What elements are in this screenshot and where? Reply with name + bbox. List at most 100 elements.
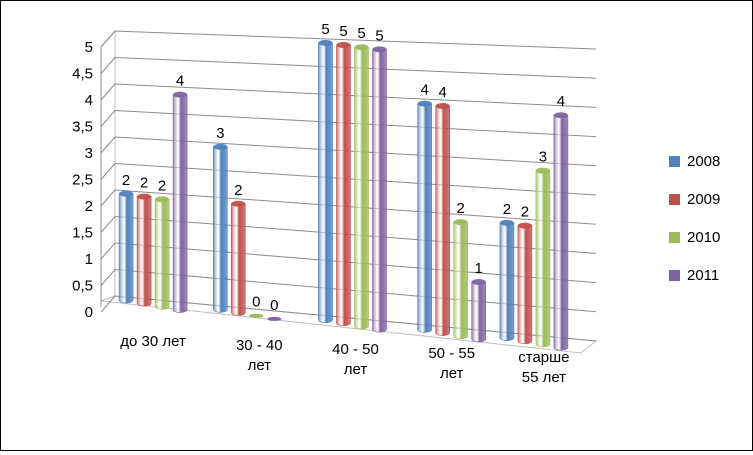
bar [136,196,152,307]
bar [499,222,515,341]
bar-cap [435,102,450,109]
legend-swatch [669,232,680,243]
legend-label: 2010 [687,229,720,246]
gridline-side [100,83,116,101]
bar [372,49,387,333]
y-tick-label: 0,5 [72,278,93,295]
legend-swatch [669,270,680,281]
bar-cap [213,143,228,150]
bar [336,44,351,327]
data-label: 4 [176,73,184,90]
gridline-side [100,189,116,207]
data-label: 2 [457,200,465,217]
bar [231,203,246,316]
legend-label: 2011 [687,267,719,284]
bar [453,221,468,340]
y-tick-label: 0 [85,304,93,321]
bar [435,105,450,336]
y-tick-label: 5 [85,39,93,56]
x-tick-label: 30 - 40 лет [236,337,283,374]
bar-cap [471,278,486,285]
y-tick-label: 4 [85,92,93,109]
bar [517,225,533,345]
bar-cap [453,219,468,226]
legend: 2008 2009 2010 2011 [669,153,720,284]
data-label: 5 [321,21,329,38]
x-axis: до 30 лет 30 - 40 лет 40 - 50 лет 50 - 55 лет с… [120,333,569,386]
legend-label: 2008 [687,153,720,170]
y-tick-label: 3,5 [72,119,93,136]
bar [249,313,264,318]
data-label: 2 [158,177,166,194]
bar [172,94,188,313]
data-label: 5 [339,23,347,40]
data-label: 0 [252,294,260,311]
bar-cap [137,193,152,200]
y-tick-label: 4,5 [72,66,93,83]
bar [213,146,228,313]
bar [267,316,282,321]
bar-cap [517,222,532,229]
bar [354,46,369,330]
x-tick-label: до 30 лет [120,333,186,350]
bar [417,103,432,333]
gridline-side [100,163,116,180]
data-label: 5 [375,27,383,44]
data-label: 4 [421,82,429,99]
y-tick-label: 1 [85,251,93,268]
legend-swatch [669,156,680,167]
bar-cap [336,42,351,49]
y-tick-label: 1,5 [72,225,93,242]
data-label: 3 [216,125,224,142]
data-label: 2 [140,175,148,192]
bar [471,281,486,343]
bar-cap [231,200,246,207]
bar-cap [354,44,369,51]
data-label: 3 [539,149,547,166]
x-tick-label: 40 - 50 лет [332,341,379,378]
gridline [114,30,597,50]
bar-cap [553,112,568,119]
y-tick-label: 3 [85,145,93,162]
bar-cap [372,46,387,53]
data-label: 2 [122,172,130,189]
gridline-side [100,57,116,74]
y-tick-label: 2 [85,198,93,215]
bar-cap [173,91,188,98]
gridline-side [100,30,116,48]
bars [118,39,569,351]
bar [154,199,170,310]
data-label: 2 [234,182,242,199]
legend-label: 2009 [687,191,720,208]
bar-cap [155,196,170,203]
gridline-side [100,269,116,286]
gridline-side [100,242,116,260]
x-tick-label: старше 55 лет [518,349,569,386]
data-label: 4 [439,84,447,101]
bar-cap [499,219,514,226]
data-label: 2 [521,204,529,221]
gridline-side [100,295,116,313]
data-label: 4 [557,93,565,110]
y-axis: 0 0,5 1 1,5 2 2,5 3 3,5 4 4,5 5 [72,39,93,321]
bar-cap [119,190,134,197]
legend-swatch [669,194,680,205]
bar [118,193,134,304]
y-tick-label: 2,5 [72,172,93,189]
gridline-side [100,136,116,154]
bar-cap [318,39,333,46]
data-label: 5 [357,25,365,42]
data-label: 0 [270,297,278,314]
bar-cap [417,100,432,107]
gridline-side [100,216,116,233]
gridline-side [100,110,116,127]
data-label: 2 [503,201,511,218]
bar [535,170,551,348]
bar [318,42,333,323]
bar [553,114,569,351]
x-tick-label: 50 - 55 лет [428,345,475,382]
data-label: 1 [475,260,483,277]
